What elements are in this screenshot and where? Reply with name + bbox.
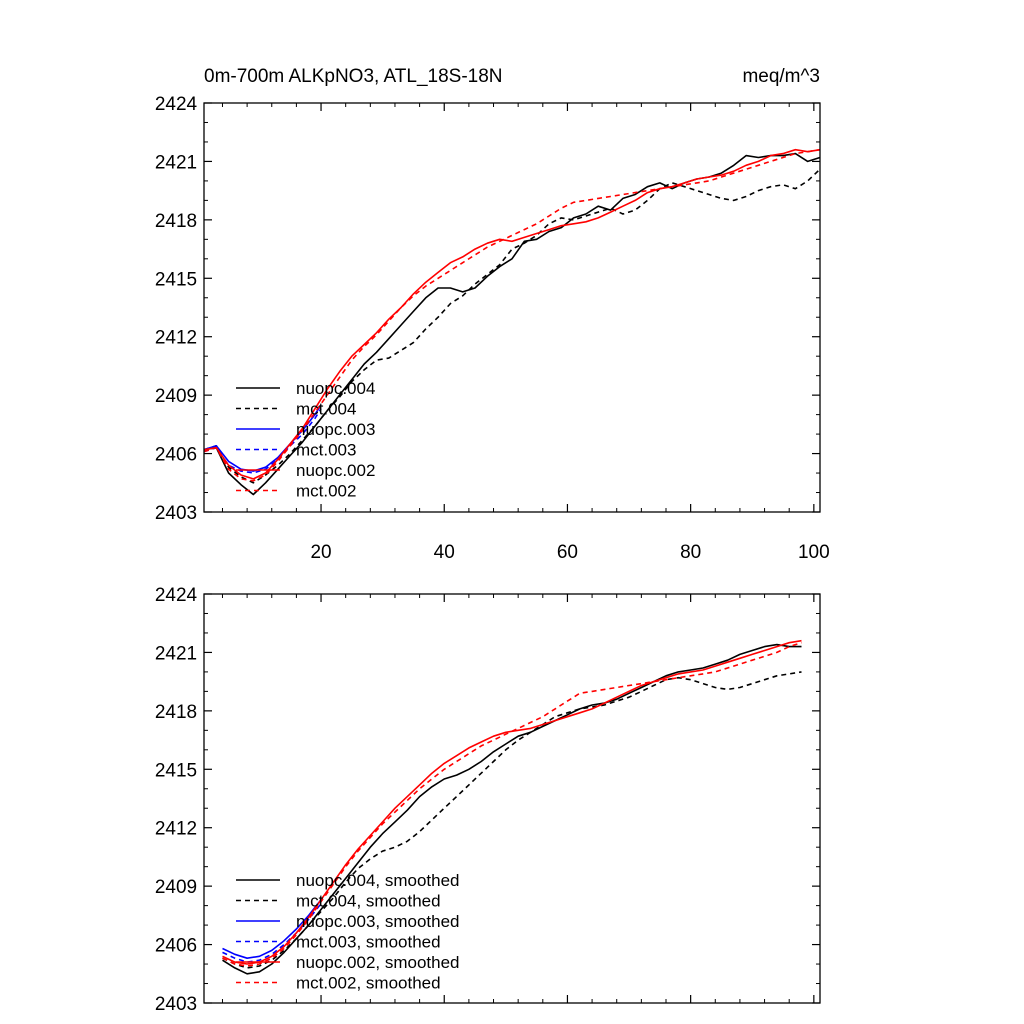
bottom-series-line-2 xyxy=(222,899,322,959)
bottom-series-layer xyxy=(222,639,802,975)
top-x-tick-label-1: 40 xyxy=(434,542,455,563)
top-legend-label-4: nuopc.002 xyxy=(296,461,375,480)
top-series-line-5 xyxy=(203,148,821,482)
top-legend-label-5: mct.002 xyxy=(296,482,356,501)
bottom-y-tick-label-5: 2418 xyxy=(155,702,197,723)
bottom-legend-label-3: mct.003, smoothed xyxy=(296,933,441,952)
top-series-line-1 xyxy=(203,168,821,484)
top-x-tick-label-2: 60 xyxy=(557,542,578,563)
bottom-panel: 2403 2406 2409 2412 2415 2418 2421 2424 nuopc.0… xyxy=(155,585,821,1015)
bottom-legend-label-0: nuopc.004, smoothed xyxy=(296,871,460,890)
top-series-line-0 xyxy=(203,152,821,496)
top-x-tick-label-4: 100 xyxy=(798,542,830,563)
bottom-y-tick-label-2: 2409 xyxy=(155,877,197,898)
bottom-series-line-5 xyxy=(222,641,802,967)
bottom-axes-layer: 2403 2406 2409 2412 2415 2418 2421 2424 xyxy=(155,585,821,1015)
bottom-legend-label-4: nuopc.002, smoothed xyxy=(296,953,460,972)
bottom-y-tick-label-7: 2424 xyxy=(155,585,198,606)
bottom-series-line-1 xyxy=(222,671,802,969)
top-series-layer xyxy=(203,148,821,496)
top-y-tick-label-6: 2421 xyxy=(155,152,197,173)
top-panel-title: 0m-700m ALKpNO3, ATL_18S-18N xyxy=(204,66,503,87)
top-y-tick-label-0: 2403 xyxy=(155,503,197,524)
bottom-y-tick-label-4: 2415 xyxy=(155,760,197,781)
top-legend-label-0: nuopc.004 xyxy=(296,379,375,398)
bottom-legend-label-1: mct.004, smoothed xyxy=(296,892,441,911)
top-x-tick-label-3: 80 xyxy=(680,542,701,563)
bottom-y-tick-label-0: 2403 xyxy=(155,994,197,1015)
top-panel: 0m-700m ALKpNO3, ATL_18S-18N meq/m^3 240… xyxy=(155,66,830,563)
top-axes-layer: 2403 2406 2409 2412 2415 2418 2421 2424 20 40 60 80… xyxy=(155,94,830,563)
top-x-tick-label-0: 20 xyxy=(310,542,331,563)
bottom-y-tick-label-3: 2412 xyxy=(155,819,197,840)
bottom-legend-label-5: mct.002, smoothed xyxy=(296,974,441,993)
top-panel-units: meq/m^3 xyxy=(742,66,820,87)
top-series-line-4 xyxy=(203,148,821,480)
bottom-series-line-0 xyxy=(222,643,802,975)
top-y-tick-label-1: 2406 xyxy=(155,445,197,466)
bottom-y-tick-label-1: 2406 xyxy=(155,936,197,957)
top-y-tick-label-5: 2418 xyxy=(155,211,197,232)
top-legend-label-3: mct.003 xyxy=(296,441,356,460)
bottom-y-tick-label-6: 2421 xyxy=(155,643,197,664)
top-legend-label-1: mct.004 xyxy=(296,400,356,419)
top-y-tick-label-3: 2412 xyxy=(155,328,197,349)
top-y-tick-label-7: 2424 xyxy=(155,94,198,115)
top-y-tick-label-2: 2409 xyxy=(155,386,197,407)
bottom-plot-frame xyxy=(203,593,821,1004)
top-plot-frame xyxy=(203,102,821,513)
top-y-tick-label-4: 2415 xyxy=(155,269,197,290)
top-legend-label-2: nuopc.003 xyxy=(296,420,375,439)
bottom-legend-label-2: nuopc.003, smoothed xyxy=(296,912,460,931)
